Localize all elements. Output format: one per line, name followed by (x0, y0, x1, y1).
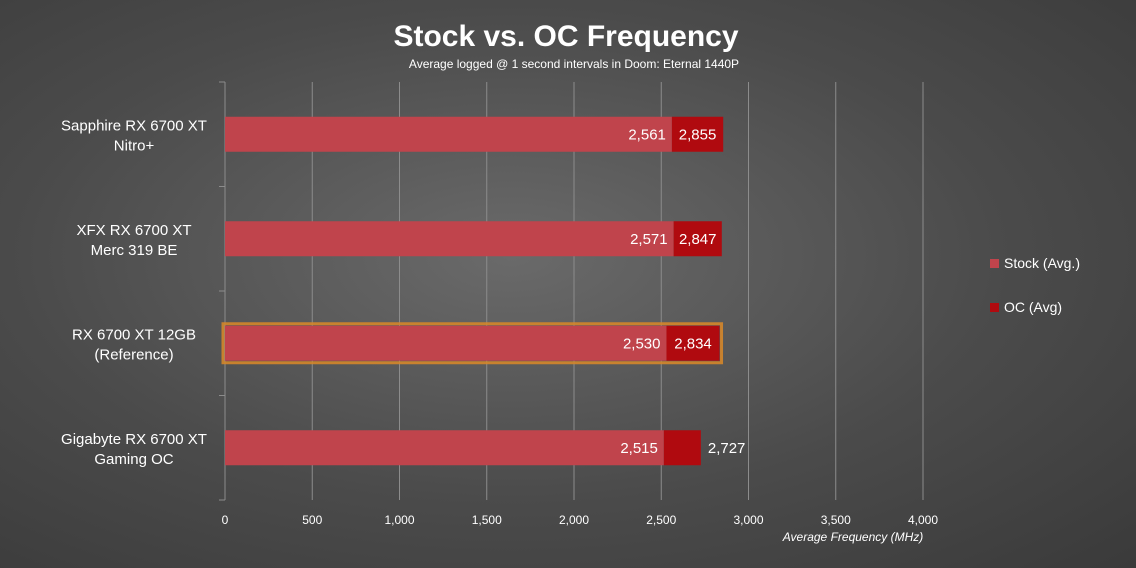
bar-stock (225, 116, 672, 152)
category-label: (Reference) (94, 346, 173, 363)
data-label-oc: 2,834 (674, 335, 712, 352)
data-label-oc: 2,727 (708, 440, 746, 457)
bar-stock (225, 430, 664, 466)
x-tick-label: 500 (302, 513, 322, 527)
bar-oc (673, 221, 722, 257)
highlight-outline (221, 322, 724, 365)
bar-stock (225, 221, 674, 257)
data-label-oc: 2,847 (679, 231, 717, 248)
bar-oc (666, 325, 720, 361)
data-label-stock: 2,561 (628, 126, 666, 143)
category-label: XFX RX 6700 XT (76, 222, 191, 239)
x-tick-label: 1,000 (384, 513, 414, 527)
x-tick-label: 0 (222, 513, 229, 527)
y-axis-categories: Sapphire RX 6700 XT Nitro+ XFX RX 6700 XT M… (61, 117, 207, 468)
x-axis-title: Average Frequency (MHz) (782, 530, 924, 544)
bar-oc (671, 116, 724, 152)
x-tick-label: 4,000 (908, 513, 938, 527)
category-label: Nitro+ (114, 137, 155, 154)
legend-swatch (990, 303, 999, 312)
x-tick-label: 1,500 (472, 513, 502, 527)
x-tick-label: 3,000 (733, 513, 763, 527)
x-tick-label: 2,500 (646, 513, 676, 527)
bar-oc (663, 430, 701, 466)
data-label-stock: 2,515 (620, 440, 658, 457)
data-label-stock: 2,530 (623, 335, 661, 352)
data-label-stock: 2,571 (630, 231, 668, 248)
category-label: Merc 319 BE (91, 242, 178, 259)
legend-label: Stock (Avg.) (1004, 255, 1080, 271)
category-label: Gigabyte RX 6700 XT (61, 431, 207, 448)
legend: Stock (Avg.) OC (Avg) (990, 255, 1080, 315)
category-label: Sapphire RX 6700 XT (61, 117, 207, 134)
chart-subtitle: Average logged @ 1 second intervals in D… (409, 57, 739, 71)
chart-title: Stock vs. OC Frequency (393, 20, 738, 53)
legend-swatch (990, 259, 999, 268)
data-label-oc: 2,855 (679, 126, 717, 143)
x-tick-label: 3,500 (821, 513, 851, 527)
category-label: Gaming OC (94, 451, 173, 468)
legend-label: OC (Avg) (1004, 299, 1062, 315)
category-label: RX 6700 XT 12GB (72, 326, 196, 343)
bars: 2,561 2,855 2,571 2,847 2,530 2,834 2,515 2,727 (221, 116, 746, 466)
x-tick-label: 2,000 (559, 513, 589, 527)
bar-stock (225, 325, 667, 361)
x-axis-ticks: 0 500 1,000 1,500 2,000 2,500 3,000 3,500 4,000 (222, 513, 939, 527)
